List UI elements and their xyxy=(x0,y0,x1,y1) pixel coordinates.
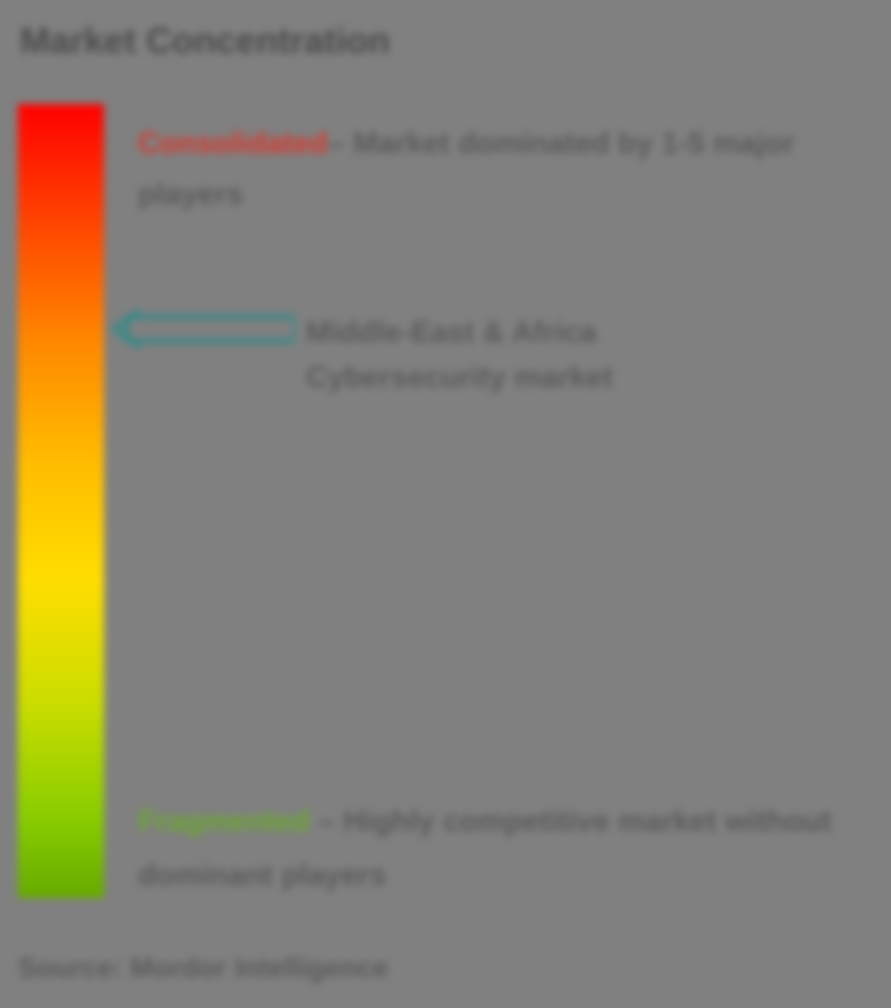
consolidated-keyword: Consolidated xyxy=(138,127,328,160)
marker-label-line2: Cybersecurity market xyxy=(306,361,613,394)
concentration-gradient-bar xyxy=(18,104,104,898)
fragmented-keyword: Fragmented xyxy=(138,805,310,838)
marker-label-line1: Middle-East & Africa xyxy=(306,316,597,349)
consolidated-label: Consolidated– Market dominated by 1-5 ma… xyxy=(138,118,858,220)
marker-label: Middle-East & Africa Cybersecurity marke… xyxy=(306,310,613,400)
marker-arrow-icon xyxy=(105,310,295,348)
fragmented-label: Fragmented – Highly competitive market w… xyxy=(138,795,868,903)
chart-title: Market Concentration xyxy=(20,20,390,62)
source-attribution: Source: Mordor Intelligence xyxy=(18,952,388,984)
